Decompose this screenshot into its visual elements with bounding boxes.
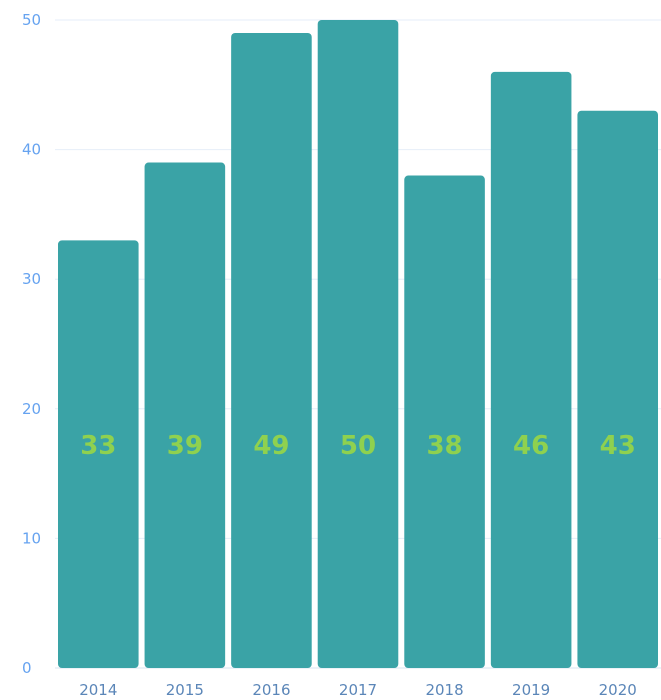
data-label-2016: 49 — [253, 431, 289, 461]
data-labels-layer: 33 39 49 50 38 46 43 — [80, 431, 636, 461]
x-tick-label-2017: 2017 — [339, 681, 377, 699]
bar-2018[interactable] — [404, 175, 485, 668]
x-axis: 2014 2015 2016 2017 2018 2019 2020 — [79, 681, 637, 699]
x-tick-label-2015: 2015 — [166, 681, 204, 699]
y-tick-label: 10 — [22, 529, 41, 547]
x-tick-label-2018: 2018 — [425, 681, 463, 699]
y-tick-label: 30 — [22, 270, 41, 288]
data-label-2018: 38 — [426, 431, 462, 461]
y-axis: 0 10 20 30 40 50 — [22, 11, 41, 677]
bar-2020[interactable] — [577, 110, 658, 669]
x-tick-label-2020: 2020 — [599, 681, 637, 699]
data-label-2014: 33 — [80, 431, 116, 461]
bars-layer — [58, 20, 658, 669]
bar-2015[interactable] — [144, 162, 226, 668]
data-label-2019: 46 — [513, 431, 549, 461]
data-label-2020: 43 — [600, 431, 636, 461]
x-tick-label-2014: 2014 — [79, 681, 117, 699]
bar-2017[interactable] — [317, 20, 399, 668]
x-tick-label-2016: 2016 — [252, 681, 290, 699]
data-label-2015: 39 — [167, 431, 203, 461]
y-tick-label: 20 — [22, 400, 41, 418]
y-tick-label: 50 — [22, 11, 41, 29]
y-tick-label: 40 — [22, 141, 41, 159]
data-label-2017: 50 — [340, 431, 376, 461]
y-tick-label: 0 — [22, 659, 32, 677]
bar-2014[interactable] — [58, 240, 139, 668]
bar-2019[interactable] — [490, 71, 572, 669]
bar-2016[interactable] — [231, 32, 312, 668]
x-tick-label-2019: 2019 — [512, 681, 550, 699]
